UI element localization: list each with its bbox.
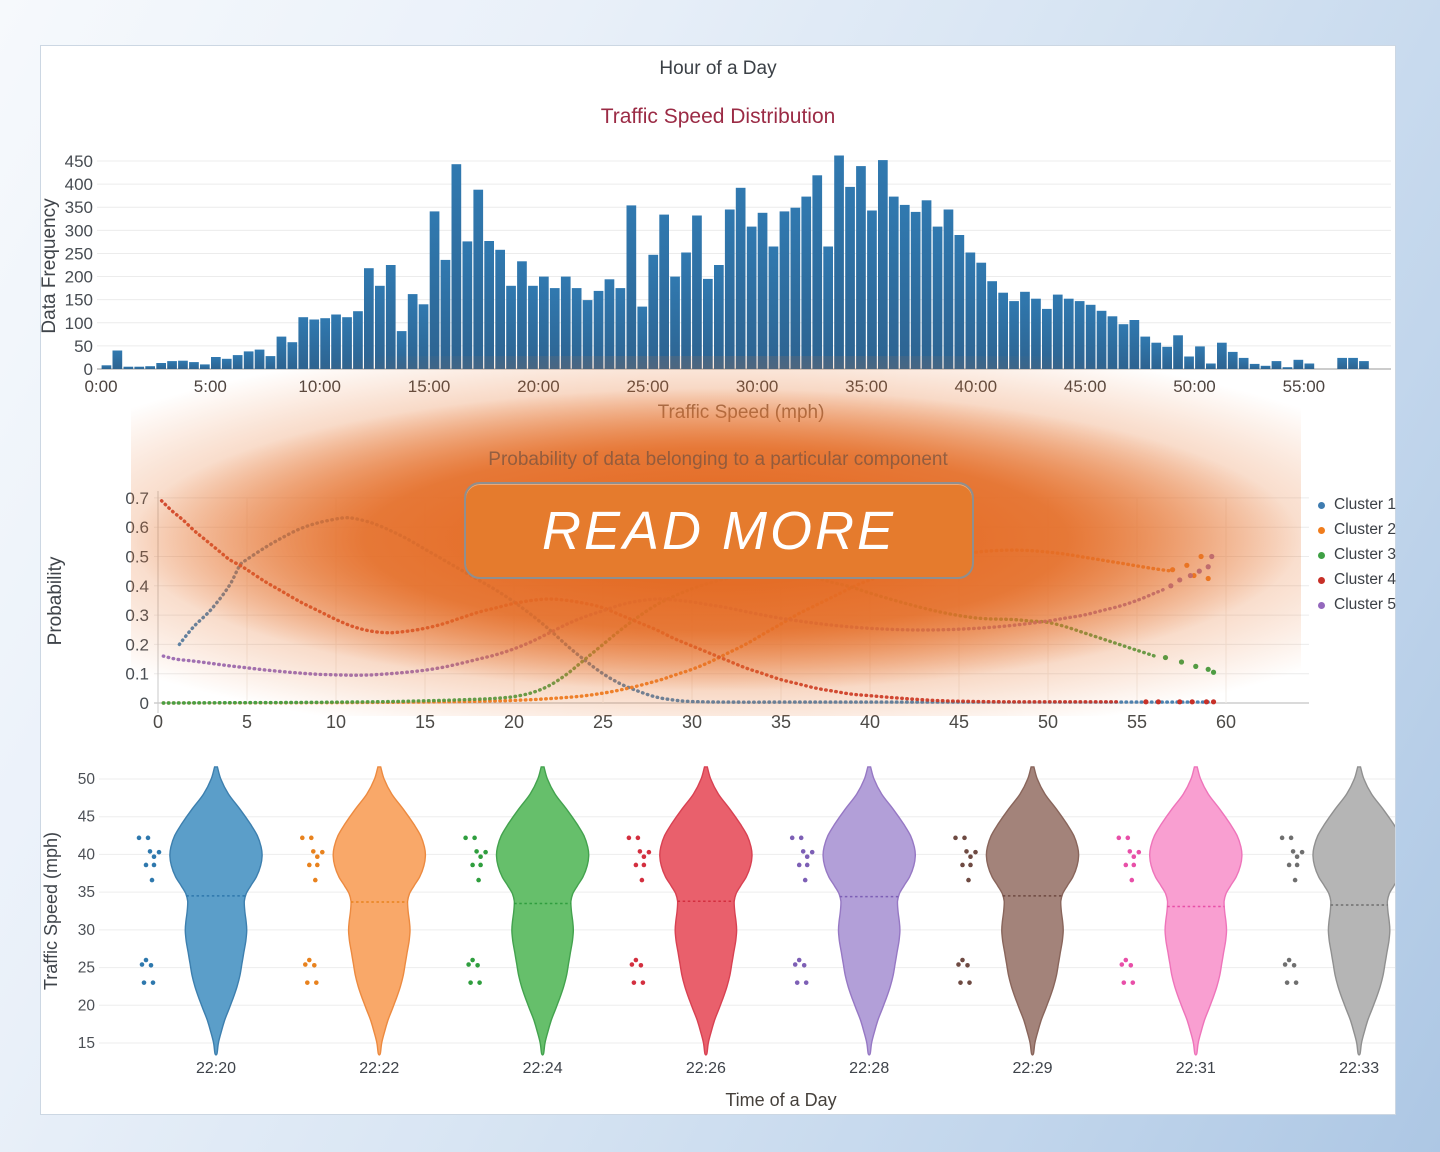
svg-text:15: 15 <box>415 712 435 732</box>
traffic-speed-violin-plot: 15 20 25 30 35 40 45 50 22:20 22:22 22:24 22:26 22:2… <box>41 766 1395 1110</box>
svg-text:5:00: 5:00 <box>194 377 227 396</box>
legend-label: Cluster 3 <box>1334 546 1397 563</box>
svg-text:50:00: 50:00 <box>1173 377 1216 396</box>
svg-text:0.2: 0.2 <box>125 635 149 654</box>
svg-text:150: 150 <box>65 291 93 310</box>
svg-text:200: 200 <box>65 268 93 287</box>
svg-text:35: 35 <box>78 884 95 901</box>
legend-item: Cluster 3 <box>1318 546 1396 564</box>
legend-dot-icon <box>1318 501 1325 509</box>
legend-dot-icon <box>1318 601 1325 609</box>
traffic-speed-histogram: 0 50 100 150 200 250 300 350 400 450 0:00 5:00 10:00… <box>41 152 1391 423</box>
svg-text:25: 25 <box>593 712 613 732</box>
svg-text:450: 450 <box>65 152 93 171</box>
svg-text:Traffic Speed (mph): Traffic Speed (mph) <box>658 402 825 423</box>
svg-text:22:20: 22:20 <box>196 1060 236 1077</box>
svg-text:0: 0 <box>84 360 93 379</box>
svg-text:20: 20 <box>78 997 96 1014</box>
svg-text:Time of a Day: Time of a Day <box>725 1090 836 1110</box>
svg-text:55: 55 <box>1127 712 1147 732</box>
legend-label: Cluster 4 <box>1334 571 1397 588</box>
svg-text:10:00: 10:00 <box>298 377 341 396</box>
legend-label: Cluster 2 <box>1334 521 1397 538</box>
svg-text:22:24: 22:24 <box>523 1060 563 1077</box>
legend-item: Cluster 4 <box>1318 571 1396 589</box>
svg-text:45:00: 45:00 <box>1064 377 1107 396</box>
legend-dot-icon <box>1318 526 1325 534</box>
svg-text:50: 50 <box>74 337 93 356</box>
svg-text:0:00: 0:00 <box>84 377 117 396</box>
svg-text:300: 300 <box>65 221 93 240</box>
svg-text:45: 45 <box>949 712 969 732</box>
svg-text:45: 45 <box>78 809 95 826</box>
svg-text:50: 50 <box>1038 712 1058 732</box>
legend-dot-icon <box>1318 551 1325 559</box>
legend-dot-icon <box>1318 576 1325 584</box>
svg-text:Data Frequency: Data Frequency <box>41 198 60 334</box>
svg-text:0: 0 <box>153 712 163 732</box>
svg-text:5: 5 <box>242 712 252 732</box>
svg-text:0.1: 0.1 <box>125 665 149 684</box>
legend-label: Cluster 1 <box>1334 496 1397 513</box>
histogram-title: Traffic Speed Distribution <box>600 105 836 128</box>
legend-label: Cluster 5 <box>1334 596 1397 613</box>
svg-text:35: 35 <box>771 712 791 732</box>
histogram-top-title: Hour of a Day <box>659 58 777 79</box>
svg-text:15: 15 <box>78 1035 95 1052</box>
svg-text:60: 60 <box>1216 712 1236 732</box>
svg-text:25: 25 <box>78 960 95 977</box>
svg-text:30:00: 30:00 <box>736 377 779 396</box>
svg-text:0.7: 0.7 <box>125 489 149 508</box>
svg-text:350: 350 <box>65 198 93 217</box>
svg-text:Probability: Probability <box>45 556 66 645</box>
svg-text:10: 10 <box>326 712 346 732</box>
dashboard-panel: Hour of a Day Traffic Speed Distribution… <box>40 45 1396 1115</box>
svg-text:40:00: 40:00 <box>955 377 998 396</box>
svg-text:0.3: 0.3 <box>125 606 149 625</box>
svg-text:100: 100 <box>65 314 93 333</box>
svg-text:0.4: 0.4 <box>125 577 149 596</box>
svg-text:400: 400 <box>65 175 93 194</box>
svg-text:22:31: 22:31 <box>1176 1060 1216 1077</box>
probability-chart-subtitle: Probability of data belonging to a parti… <box>488 449 948 470</box>
svg-text:55:00: 55:00 <box>1283 377 1326 396</box>
legend-item: Cluster 1 <box>1318 496 1396 514</box>
svg-text:15:00: 15:00 <box>408 377 451 396</box>
svg-text:0.6: 0.6 <box>125 518 149 537</box>
svg-text:Traffic Speed (mph): Traffic Speed (mph) <box>41 832 61 990</box>
svg-text:22:28: 22:28 <box>849 1060 889 1077</box>
svg-text:40: 40 <box>78 846 96 863</box>
read-more-button[interactable]: READ MORE <box>464 482 974 579</box>
svg-text:20: 20 <box>504 712 524 732</box>
svg-text:50: 50 <box>78 771 96 788</box>
legend-item: Cluster 5 <box>1318 596 1396 614</box>
svg-text:22:22: 22:22 <box>359 1060 399 1077</box>
svg-text:30: 30 <box>682 712 702 732</box>
cluster-legend: Cluster 1 Cluster 2 Cluster 3 Cluster 4 Clus… <box>1318 496 1396 621</box>
read-more-label: READ MORE <box>541 500 897 561</box>
svg-text:250: 250 <box>65 244 93 263</box>
svg-text:30: 30 <box>78 922 96 939</box>
svg-text:22:33: 22:33 <box>1339 1060 1379 1077</box>
svg-text:22:29: 22:29 <box>1012 1060 1052 1077</box>
svg-text:0.5: 0.5 <box>125 548 149 567</box>
svg-text:20:00: 20:00 <box>517 377 560 396</box>
legend-item: Cluster 2 <box>1318 521 1396 539</box>
svg-text:40: 40 <box>860 712 880 732</box>
svg-text:22:26: 22:26 <box>686 1060 726 1077</box>
svg-text:0: 0 <box>140 694 149 713</box>
svg-text:25:00: 25:00 <box>626 377 669 396</box>
svg-text:35:00: 35:00 <box>845 377 888 396</box>
